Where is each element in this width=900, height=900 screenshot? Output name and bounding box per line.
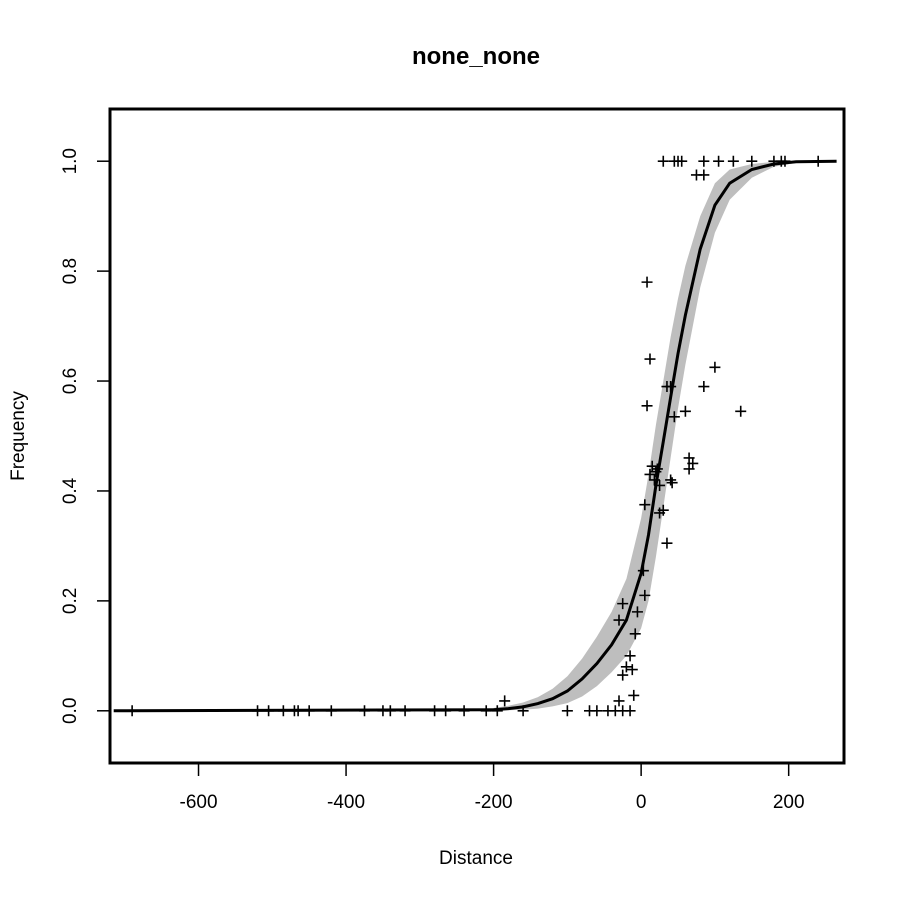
data-point	[637, 565, 649, 577]
data-point	[665, 381, 677, 393]
x-tick-label: -600	[180, 792, 218, 813]
y-tick-label: 0.2	[60, 588, 81, 614]
y-axis-label: Frequency	[8, 391, 29, 481]
data-point	[657, 155, 669, 167]
data-point	[629, 628, 641, 640]
y-tick-label: 0.0	[60, 698, 81, 724]
data-point	[648, 474, 660, 486]
data-point	[440, 705, 452, 717]
data-point	[727, 155, 739, 167]
data-point	[698, 169, 710, 181]
x-tick-label: -400	[327, 792, 365, 813]
x-tick-label: -200	[475, 792, 513, 813]
data-point	[277, 705, 289, 717]
data-point	[624, 705, 636, 717]
data-point	[303, 705, 315, 717]
data-point	[641, 276, 653, 288]
data-point	[399, 705, 411, 717]
y-tick-label: 0.4	[60, 477, 81, 504]
data-point	[641, 400, 653, 412]
data-point	[620, 661, 632, 673]
data-point	[661, 537, 673, 549]
confidence-band	[113, 161, 837, 711]
data-point	[499, 695, 511, 707]
data-point	[665, 474, 677, 486]
data-point	[384, 705, 396, 717]
data-point	[668, 411, 680, 423]
data-point	[698, 381, 710, 393]
data-point	[252, 705, 264, 717]
data-point	[561, 705, 573, 717]
data-point	[812, 155, 824, 167]
data-point	[735, 405, 747, 417]
plot-frame	[108, 107, 846, 765]
data-point	[679, 405, 691, 417]
data-point	[666, 477, 678, 489]
data-point	[779, 155, 791, 167]
data-point	[491, 705, 503, 717]
data-point	[613, 695, 625, 707]
x-tick-label: 0	[636, 792, 647, 813]
data-point	[713, 155, 725, 167]
data-point	[263, 705, 275, 717]
data-point	[709, 361, 721, 373]
data-point	[617, 598, 629, 610]
fit-curve-layer	[113, 159, 837, 713]
data-point	[517, 705, 529, 717]
data-point	[651, 463, 663, 475]
y-tick-label: 1.0	[60, 148, 81, 174]
data-point	[644, 353, 656, 365]
data-point	[650, 466, 662, 478]
data-point	[429, 705, 441, 717]
data-point	[626, 664, 638, 676]
data-point	[126, 705, 138, 717]
data-point	[292, 705, 304, 717]
data-point	[359, 705, 371, 717]
data-point	[687, 457, 699, 469]
data-point	[639, 499, 651, 511]
data-point	[639, 589, 651, 601]
data-point	[617, 669, 629, 681]
data-point	[480, 705, 492, 717]
fit-curve	[113, 159, 837, 713]
data-point	[628, 689, 640, 701]
data-point	[698, 155, 710, 167]
data-point	[325, 705, 337, 717]
x-tick-label: 200	[773, 792, 805, 813]
data-point	[613, 614, 625, 626]
x-axis-label: Distance	[439, 848, 513, 869]
confidence-band-layer	[113, 161, 837, 711]
y-tick-label: 0.8	[60, 258, 81, 284]
data-point	[654, 479, 666, 491]
data-point	[746, 155, 758, 167]
data-point	[458, 705, 470, 717]
data-point	[591, 705, 603, 717]
data-point	[624, 650, 636, 662]
data-point	[657, 504, 669, 516]
y-tick-label: 0.6	[60, 368, 81, 394]
data-point	[676, 155, 688, 167]
data-point	[631, 606, 643, 618]
x-axis: -600 -400 -200 0 200	[180, 762, 805, 813]
chart-title: none_none	[412, 43, 540, 70]
points-layer	[126, 155, 824, 717]
y-axis: 0.0 0.2 0.4 0.6 0.8 1.0	[60, 148, 111, 724]
